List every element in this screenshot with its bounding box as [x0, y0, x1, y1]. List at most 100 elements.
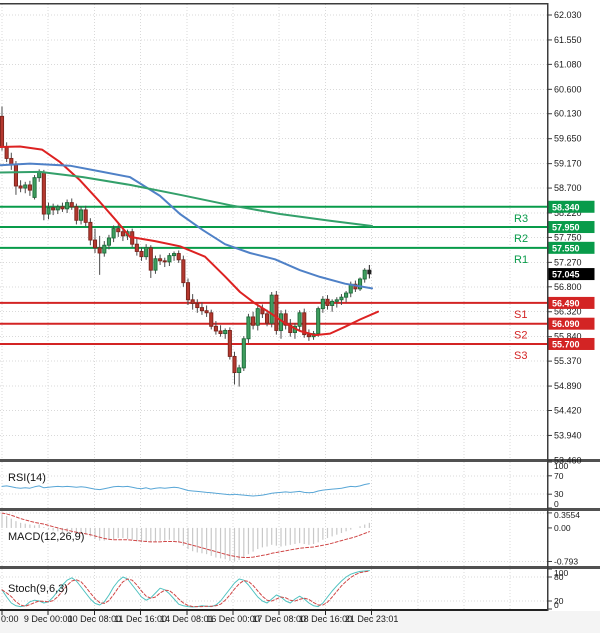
ma-mid-line	[0, 162, 373, 290]
time-tick-label: 9 Dec 00:00	[24, 614, 73, 624]
price-tick-label: 53.940	[554, 430, 582, 440]
stoch-tick-label: 80	[554, 572, 564, 582]
candle-up	[111, 228, 116, 239]
candle-down	[195, 302, 200, 309]
candle-down	[176, 253, 181, 261]
candle-down	[251, 316, 256, 326]
candle-up	[102, 244, 107, 254]
candle-down	[83, 209, 88, 223]
candle-down	[92, 239, 98, 249]
candle-down	[88, 221, 93, 241]
time-tick-label: 11 Dec 16:00	[114, 614, 167, 624]
macd-tick-label: 0.3554	[554, 510, 580, 520]
macd-signal-line	[1, 512, 370, 558]
candle-up	[23, 184, 28, 189]
price-tick-label: 61.550	[554, 35, 582, 45]
candle-down	[265, 313, 270, 324]
current-price-tag	[548, 268, 595, 281]
candle-down	[302, 312, 307, 336]
candle-down	[325, 298, 330, 306]
candle-down	[74, 206, 79, 221]
ma-fast-line	[0, 145, 379, 337]
candle-down	[218, 330, 223, 335]
current-price-tag-text: 57.045	[552, 270, 580, 280]
candle-up	[167, 255, 172, 263]
candle-down	[213, 325, 218, 332]
support-price-tag-text: 56.090	[552, 319, 580, 329]
candle-up	[316, 308, 321, 335]
resistance-price-tag	[548, 200, 595, 213]
panel-separator	[0, 566, 600, 569]
time-tick-label: 21 Dec 23:01	[345, 614, 399, 624]
panel-separator	[0, 459, 600, 462]
stoch-tick-label: 20	[554, 596, 564, 606]
rsi-line	[1, 483, 370, 497]
support-price-tag	[548, 337, 595, 350]
stoch-panel[interactable]	[0, 569, 548, 609]
candle-up	[55, 206, 60, 211]
rsi-tick-label: 0	[554, 499, 559, 509]
candle-up	[269, 294, 274, 324]
level-label-r1: R1	[514, 254, 528, 266]
level-label-r3: R3	[514, 213, 528, 225]
support-price-tag	[548, 296, 595, 309]
level-label-s3: S3	[514, 350, 527, 362]
candle-down	[51, 207, 56, 211]
panel-frames	[0, 3, 600, 611]
price-tick-label: 55.370	[554, 356, 582, 366]
candle-down	[139, 251, 144, 258]
candle-up	[339, 296, 344, 301]
candle-down	[306, 334, 311, 338]
time-axis-strip	[0, 611, 600, 633]
price-tick-label: 53.460	[554, 455, 582, 465]
price-tick-label: 56.320	[554, 307, 582, 317]
top-border	[0, 3, 548, 5]
price-tick-label: 59.650	[554, 134, 582, 144]
support-price-tag-text: 56.490	[552, 298, 580, 308]
candle-down	[158, 258, 163, 262]
candle-down	[274, 294, 279, 331]
candle-down	[185, 282, 191, 301]
candle-down	[209, 312, 214, 327]
candle-up	[255, 308, 260, 326]
candle-down	[148, 247, 153, 271]
price-tick-label: 58.220	[554, 208, 582, 218]
candle-up	[362, 269, 367, 280]
macd-panel-label: MACD(12,26,9)	[8, 531, 85, 543]
price-tick-label: 56.800	[554, 282, 582, 292]
price-axis: 62.030 61.550 61.080 60.600 60.130 59.650 59.1…	[547, 10, 595, 465]
price-tick-label: 59.170	[554, 159, 582, 169]
rsi-panel[interactable]	[0, 462, 548, 508]
candle-up	[106, 237, 111, 246]
candle-up	[330, 300, 335, 306]
resistance-price-tag	[548, 221, 595, 234]
ma-fast-line	[0, 145, 379, 337]
macd-tick-label: 0.00	[554, 523, 571, 533]
stoch-tick-label: 0	[554, 600, 559, 610]
candle-down	[69, 202, 74, 208]
stoch-series	[1, 570, 370, 608]
candle-down	[232, 355, 237, 374]
price-chart-panel[interactable]	[0, 4, 548, 459]
price-tick-label: 54.890	[554, 381, 582, 391]
price-tick-label: 62.030	[554, 10, 582, 20]
resistance-price-tag-text: 57.550	[552, 243, 580, 253]
rsi-tick-label: 30	[554, 489, 564, 499]
rsi-line	[1, 483, 370, 497]
level-label-s2: S2	[514, 330, 527, 342]
candle-down	[162, 260, 167, 263]
price-tick-label: 54.420	[554, 405, 582, 415]
candle-down	[227, 330, 232, 357]
support-price-tag-text: 55.700	[552, 339, 580, 349]
rsi-panel-label: RSI(14)	[8, 472, 46, 484]
price-tick-label: 58.700	[554, 183, 582, 193]
support-price-tag	[548, 317, 595, 330]
resistance-price-tag-text: 58.340	[552, 202, 580, 212]
stoch-tick-label: 100	[554, 568, 568, 578]
candle-up	[171, 253, 177, 257]
ma-slow-line	[0, 170, 373, 227]
panel-separator	[0, 508, 600, 511]
